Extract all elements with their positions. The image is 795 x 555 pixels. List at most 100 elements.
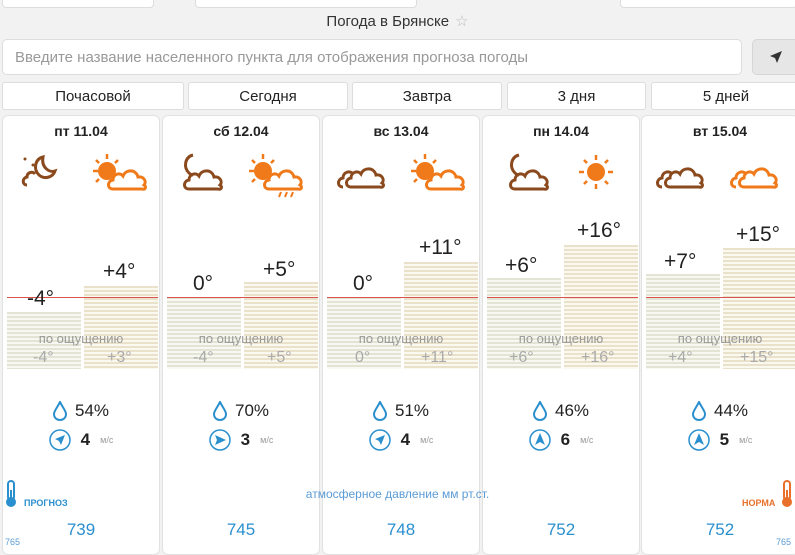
day-card-3[interactable]: вс 13.04 0° +11° по ощущению 0° +11° 51%… — [322, 115, 480, 555]
location-arrow-icon — [770, 51, 782, 63]
day-date: вт 15.04 — [692, 123, 748, 139]
pressure-value: 745 — [226, 520, 256, 539]
tab-tomorrow[interactable]: Завтра — [352, 82, 502, 110]
zero-line — [167, 297, 318, 298]
tab-hourly[interactable]: Почасовой — [2, 82, 184, 110]
night-temp: -4° — [27, 287, 55, 310]
humidity-value: 44% — [713, 401, 749, 420]
day-temp: +15° — [736, 223, 781, 246]
thermometer-orange-icon — [782, 480, 792, 507]
night-temp-bar — [487, 278, 561, 369]
water-drop-icon — [52, 401, 67, 421]
sun-cloud-icon — [93, 154, 147, 191]
day-temp: +11° — [419, 236, 462, 259]
night-temp-bar — [646, 274, 720, 369]
night-temp-bar — [327, 297, 401, 369]
water-drop-icon — [691, 401, 706, 421]
wind-speed: 4 — [400, 430, 411, 449]
pressure-value: 752 — [705, 520, 735, 539]
locate-button[interactable] — [752, 39, 795, 75]
pressure-scale-left: 765 — [5, 537, 21, 547]
wind-speed: 5 — [719, 430, 730, 449]
wind-row: 4 м/с — [3, 429, 159, 451]
night-temp: +6° — [505, 254, 538, 277]
humidity-row: 51% — [323, 401, 479, 421]
search-box — [2, 39, 747, 75]
humidity-row: 44% — [642, 401, 795, 421]
day-date: пн 14.04 — [533, 123, 589, 139]
feels-night: +4° — [668, 349, 693, 366]
day-date: вс 13.04 — [373, 123, 429, 139]
night-temp-bar — [167, 297, 241, 369]
water-drop-icon — [532, 401, 547, 421]
pressure-value: 739 — [66, 520, 96, 539]
tab-5-days[interactable]: 5 дней — [651, 82, 795, 110]
wind-unit: м/с — [739, 435, 753, 445]
thermometer-blue-icon — [6, 480, 16, 507]
norm-label: НОРМА — [742, 498, 776, 508]
night-temp: 0° — [193, 272, 214, 295]
water-drop-icon — [212, 401, 227, 421]
wind-direction-icon — [368, 429, 391, 451]
feels-night: -4° — [33, 349, 54, 366]
feels-day: +15° — [740, 349, 774, 366]
tab-3-days[interactable]: 3 дня — [507, 82, 646, 110]
day-card-4[interactable]: пн 14.04 +6° +16° по ощущению +6° +16° 4… — [482, 115, 640, 555]
cloudy-orange-icon — [730, 167, 778, 189]
feels-day: +3° — [107, 349, 132, 366]
humidity-value: 51% — [394, 401, 430, 420]
day-date: сб 12.04 — [213, 123, 269, 139]
night-temp-bar — [7, 312, 81, 369]
day-temp-bar — [404, 262, 478, 369]
wind-row: 5 м/с — [642, 429, 795, 451]
feels-like-label: по ощущению — [198, 331, 284, 346]
zero-line — [646, 297, 795, 298]
sun-cloud-rain-icon — [249, 154, 303, 198]
wind-row: 6 м/с — [483, 429, 639, 451]
sun-cloud-icon — [411, 154, 465, 191]
wind-speed: 3 — [240, 430, 251, 449]
day-temp: +5° — [263, 258, 296, 281]
night-temp: 0° — [353, 272, 374, 295]
feels-like-label: по ощущению — [518, 331, 604, 346]
cloudy-icon — [656, 167, 704, 189]
forecast-label: ПРОГНОЗ — [24, 498, 68, 508]
day-temp-bar — [84, 286, 158, 369]
day-card-1[interactable]: пт 11.04 -4° +4° по ощущению -4° +3° 54%… — [2, 115, 160, 555]
humidity-row: 54% — [3, 401, 159, 421]
wind-unit: м/с — [580, 435, 594, 445]
moon-cloud-icon — [183, 153, 223, 191]
day-temp-bar — [244, 282, 318, 369]
feels-day: +11° — [421, 349, 454, 366]
top-cutoff-strip — [0, 0, 795, 8]
pressure-value: 748 — [386, 520, 416, 539]
day-temp: +4° — [103, 260, 136, 283]
pressure-value: 752 — [546, 520, 576, 539]
wind-direction-icon — [48, 429, 71, 451]
feels-like-label: по ощущению — [358, 331, 444, 346]
humidity-row: 46% — [483, 401, 639, 421]
humidity-value: 70% — [234, 401, 270, 420]
cloudy-icon — [337, 167, 385, 189]
feels-day: +16° — [581, 349, 615, 366]
water-drop-icon — [372, 401, 387, 421]
pressure-label: атмосферное давление мм рт.ст. — [305, 487, 490, 501]
favorite-star-icon[interactable]: ☆ — [455, 13, 469, 30]
wind-unit: м/с — [260, 435, 274, 445]
humidity-row: 70% — [163, 401, 319, 421]
tab-today[interactable]: Сегодня — [188, 82, 348, 110]
day-temp-bar — [564, 245, 638, 369]
humidity-value: 46% — [554, 401, 590, 420]
search-input[interactable] — [3, 40, 747, 74]
day-card-2[interactable]: сб 12.04 0° +5° по ощущению -4° +5° 70% … — [162, 115, 320, 555]
wind-speed: 4 — [80, 430, 91, 449]
feels-night: 0° — [355, 349, 371, 366]
humidity-value: 54% — [74, 401, 110, 420]
day-temp: +16° — [577, 219, 622, 242]
feels-night: +6° — [509, 349, 534, 366]
page-title: Погода в Брянске ☆ — [0, 12, 795, 30]
wind-unit: м/с — [100, 435, 114, 445]
feels-like-label: по ощущению — [677, 331, 763, 346]
day-card-5[interactable]: вт 15.04 +7° +15° по ощущению +4° +15° 4… — [641, 115, 795, 555]
page-title-text: Погода в Брянске — [326, 13, 450, 30]
